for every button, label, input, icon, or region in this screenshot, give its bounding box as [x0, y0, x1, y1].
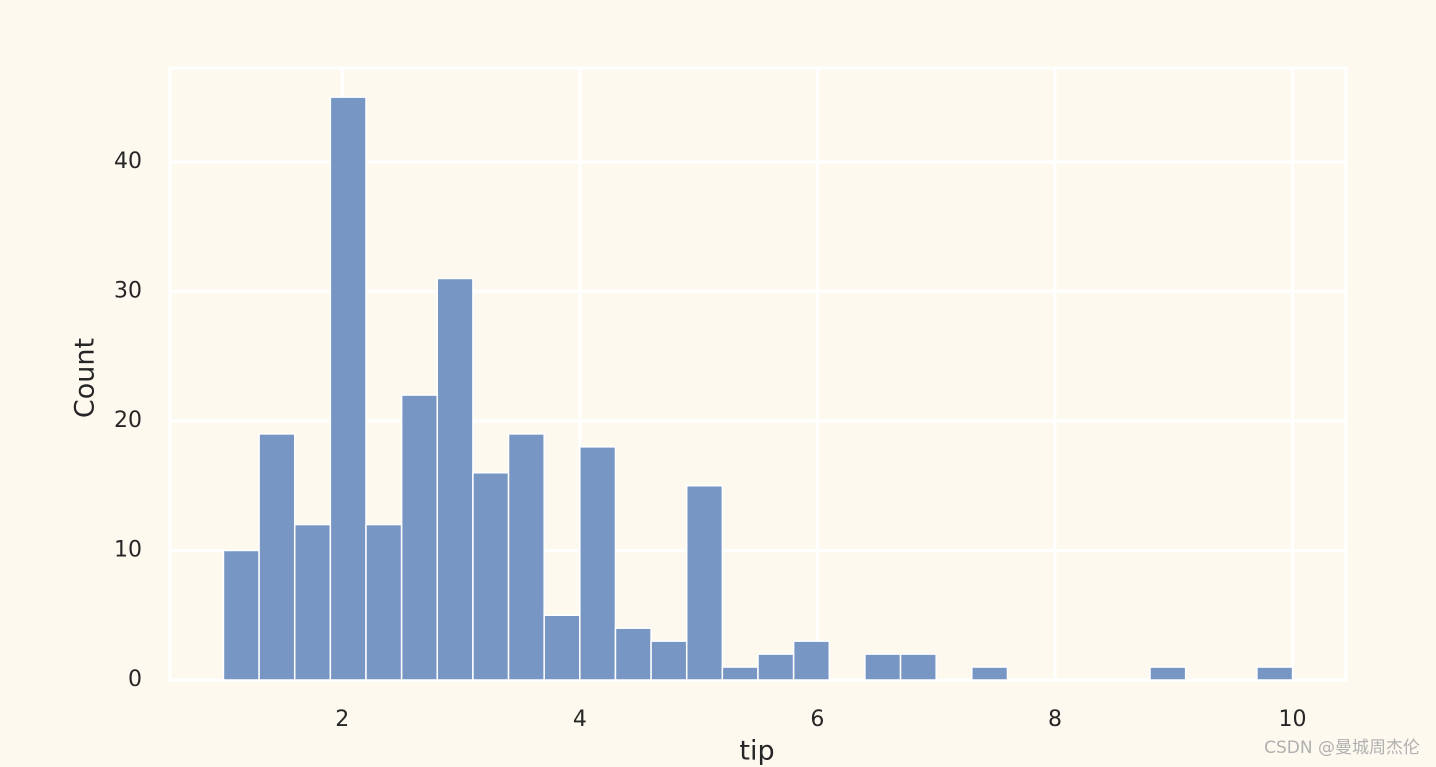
bar — [329, 96, 367, 681]
bar — [864, 653, 902, 681]
bar — [293, 523, 332, 681]
y-tick-label: 30 — [114, 278, 142, 303]
bar — [258, 433, 296, 681]
bar — [1256, 666, 1294, 681]
x-tick-label: 2 — [335, 707, 349, 732]
bar — [1149, 666, 1187, 681]
bar — [899, 653, 937, 681]
bar — [721, 666, 759, 681]
bar — [757, 653, 795, 681]
y-tick-label: 10 — [114, 537, 142, 562]
bar — [792, 640, 831, 681]
watermark: CSDN @曼城周杰伦 — [1264, 738, 1420, 758]
bar — [614, 627, 652, 681]
bar — [650, 640, 688, 681]
bar — [543, 614, 581, 681]
x-axis-label: tip — [739, 736, 774, 767]
bar — [365, 523, 403, 681]
y-tick-label: 40 — [114, 149, 142, 174]
bar — [971, 666, 1009, 681]
bar — [472, 472, 510, 681]
y-tick-label: 0 — [128, 667, 142, 692]
y-tick-label: 20 — [114, 408, 142, 433]
x-tick-label: 4 — [573, 707, 587, 732]
bar — [436, 277, 474, 681]
bar — [507, 433, 545, 681]
x-tick-label: 8 — [1048, 707, 1062, 732]
bar — [400, 394, 439, 681]
x-tick-label: 6 — [810, 707, 824, 732]
bar — [222, 549, 260, 681]
y-axis-label: Count — [70, 338, 101, 418]
x-tick-label: 10 — [1279, 707, 1307, 732]
bar — [685, 484, 724, 681]
bar — [579, 446, 617, 681]
